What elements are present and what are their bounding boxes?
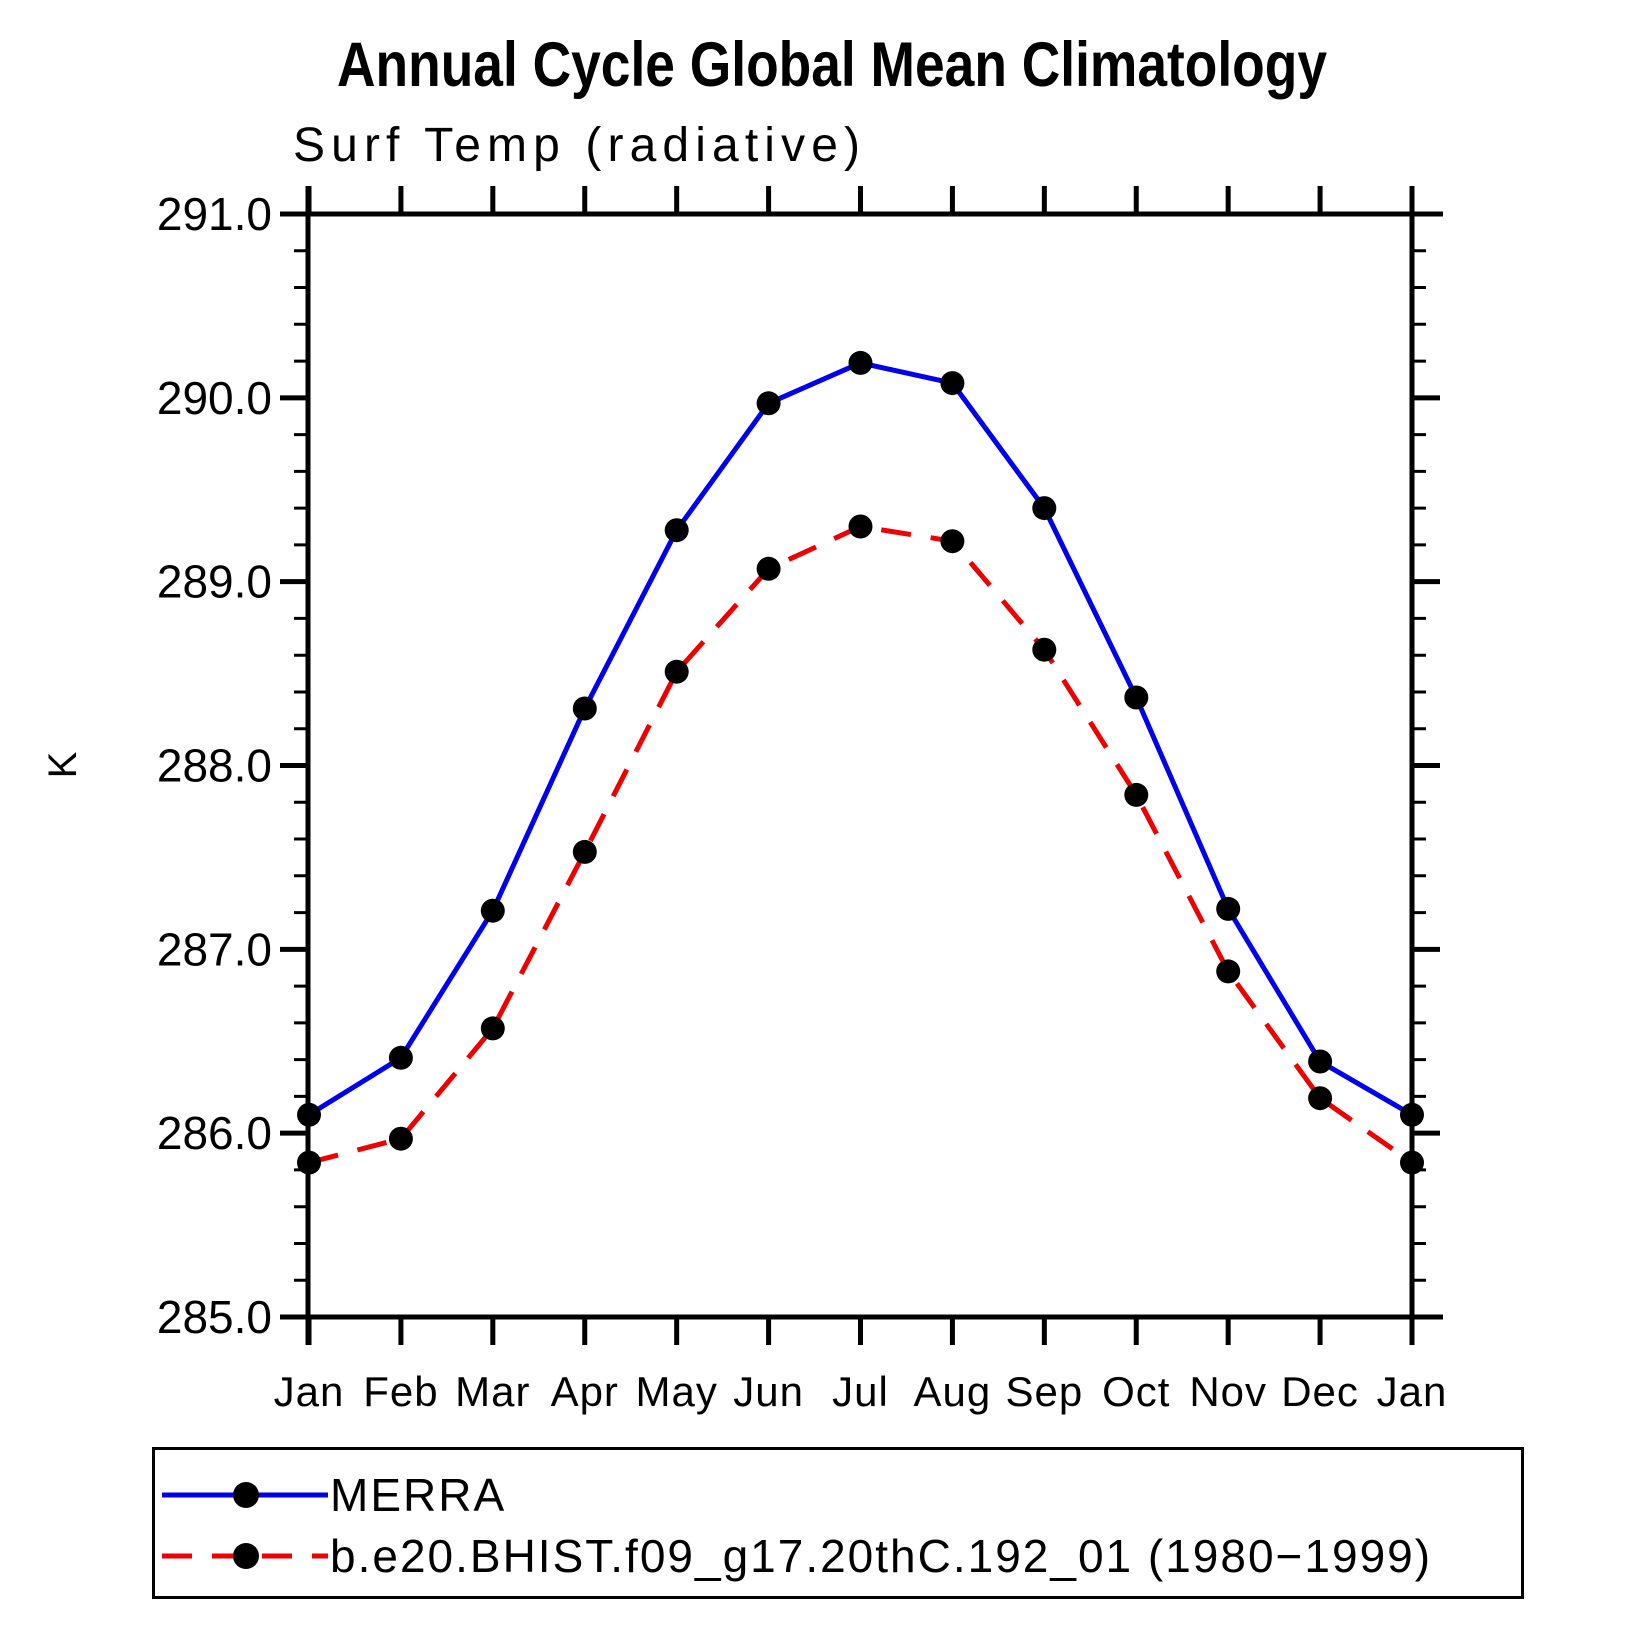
x-month-label: Jun bbox=[733, 1368, 804, 1415]
data-point bbox=[1032, 496, 1057, 521]
x-month-label: Jan bbox=[274, 1368, 345, 1415]
data-point bbox=[1032, 637, 1057, 662]
legend-label-model: b.e20.BHIST.f09_g17.20thC.192_01 (1980−1… bbox=[330, 1530, 1433, 1582]
y-tick-label: 289.0 bbox=[157, 556, 272, 608]
y-axis-title: K bbox=[41, 751, 85, 778]
data-point bbox=[297, 1150, 321, 1175]
y-tick-label: 291.0 bbox=[157, 188, 272, 240]
x-month-label: Aug bbox=[914, 1368, 992, 1415]
data-point bbox=[664, 659, 689, 684]
legend-swatch-merra bbox=[162, 1482, 328, 1508]
data-point bbox=[480, 1016, 505, 1041]
x-month-label: Jan bbox=[1377, 1368, 1448, 1415]
data-point bbox=[1124, 685, 1149, 710]
data-point bbox=[388, 1045, 413, 1070]
data-point bbox=[940, 371, 965, 396]
data-point bbox=[756, 556, 781, 581]
legend-item-merra: MERRA bbox=[160, 1472, 506, 1518]
data-point bbox=[297, 1102, 321, 1127]
legend-item-model: b.e20.BHIST.f09_g17.20thC.192_01 (1980−1… bbox=[160, 1533, 1432, 1579]
x-month-label: May bbox=[635, 1368, 717, 1415]
y-tick-label: 290.0 bbox=[157, 372, 272, 424]
data-point bbox=[664, 518, 689, 543]
data-point bbox=[1124, 782, 1149, 807]
y-tick-label: 288.0 bbox=[157, 740, 272, 792]
y-axis-ticks bbox=[280, 211, 1440, 1320]
series-line-1 bbox=[308, 523, 1414, 1166]
data-point bbox=[940, 529, 965, 554]
page-title: Annual Cycle Global Mean Climatology bbox=[337, 30, 1327, 100]
legend-marker-dot bbox=[233, 1482, 259, 1508]
legend-swatch-model bbox=[162, 1543, 328, 1569]
data-point bbox=[848, 350, 873, 375]
data-series-lines bbox=[307, 360, 1414, 1166]
y-tick-label: 286.0 bbox=[157, 1107, 272, 1159]
data-point bbox=[1400, 1102, 1424, 1127]
data-point bbox=[572, 839, 597, 864]
data-point bbox=[1308, 1049, 1333, 1074]
data-point bbox=[1216, 959, 1241, 984]
legend-label-merra: MERRA bbox=[330, 1469, 507, 1521]
data-series-markers bbox=[297, 350, 1424, 1175]
x-month-label: Sep bbox=[1005, 1368, 1083, 1415]
y-tick-label: 287.0 bbox=[157, 923, 272, 975]
x-month-label: Jul bbox=[832, 1368, 889, 1415]
x-month-label: Apr bbox=[551, 1368, 619, 1415]
data-point bbox=[1308, 1086, 1333, 1111]
legend-box: MERRA b.e20.BHIST.f09_g17.20thC.192_01 (… bbox=[152, 1447, 1524, 1599]
data-point bbox=[388, 1126, 413, 1151]
x-month-label: Dec bbox=[1281, 1368, 1359, 1415]
y-tick-label: 285.0 bbox=[157, 1291, 272, 1343]
x-month-label: Feb bbox=[363, 1368, 438, 1415]
chart-subtitle: Surf Temp (radiative) bbox=[293, 119, 860, 172]
x-month-label: Mar bbox=[455, 1368, 530, 1415]
y-axis-labels: 285.0 286.0 287.0 288.0 289.0 290.0 291.0 bbox=[157, 188, 272, 1343]
x-axis-ticks bbox=[306, 186, 1415, 1345]
data-point bbox=[1216, 896, 1241, 921]
data-point bbox=[756, 391, 781, 416]
legend-marker-dot bbox=[233, 1543, 259, 1569]
x-month-label: Nov bbox=[1189, 1368, 1267, 1415]
series-line-0 bbox=[307, 360, 1414, 1117]
data-point bbox=[480, 898, 505, 923]
x-axis-month-labels: Jan Feb Mar Apr May Jun Jul Aug Sep Oct Nov Dec Jan bbox=[274, 1368, 1448, 1415]
data-point bbox=[848, 514, 873, 539]
x-month-label: Oct bbox=[1102, 1368, 1170, 1415]
data-point bbox=[1400, 1150, 1424, 1175]
data-point bbox=[572, 696, 597, 721]
